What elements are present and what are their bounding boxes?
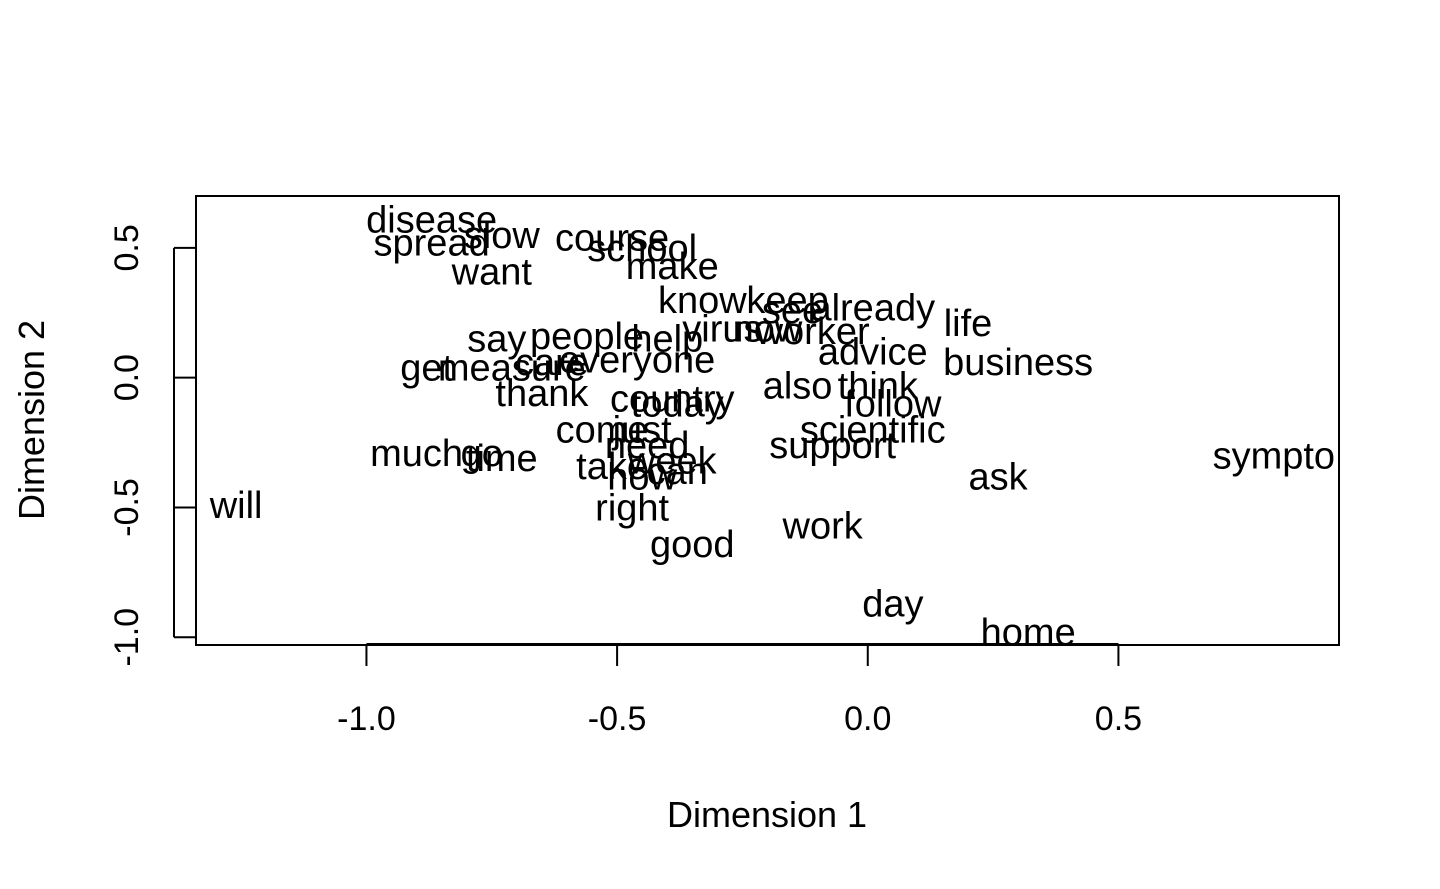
word-label: will: [209, 485, 263, 527]
word-label: think: [838, 365, 919, 407]
word-label: now: [733, 308, 803, 350]
x-tick-label: 0.5: [1095, 700, 1142, 738]
x-axis-title: Dimension 1: [667, 794, 867, 835]
word-label: sympto: [1213, 436, 1335, 478]
word-label: also: [763, 365, 833, 407]
word-label: everyone: [559, 340, 715, 382]
y-axis-title: Dimension 2: [11, 320, 52, 520]
word-label: worker: [755, 311, 870, 353]
word-label: course: [555, 218, 669, 260]
word-label: help: [631, 319, 703, 361]
word-label: today: [631, 384, 724, 426]
word-label: virus: [682, 308, 762, 350]
y-tick-label: 0.5: [108, 224, 146, 271]
word-label: support: [769, 425, 896, 467]
word-label: business: [943, 342, 1093, 384]
word-label: school: [587, 228, 697, 270]
word-label: keep: [746, 280, 828, 322]
y-tick-label: -0.5: [108, 478, 146, 537]
word-label: know: [658, 280, 747, 322]
word-label: ask: [969, 456, 1029, 498]
word-label: see: [762, 290, 823, 332]
word-label: come: [556, 410, 649, 452]
word-label: already: [810, 288, 935, 330]
word-label: people: [530, 316, 644, 358]
word-label: need: [605, 425, 690, 467]
word-label: care: [515, 342, 589, 384]
word-label: time: [466, 438, 538, 480]
word-label: right: [595, 487, 669, 529]
word-label: week: [627, 441, 718, 483]
word-label: follow: [844, 384, 942, 426]
word-label: country: [610, 378, 735, 420]
word-label: home: [981, 612, 1076, 654]
word-label: much: [370, 433, 463, 475]
word-label: good: [650, 524, 735, 566]
word-label: make: [626, 246, 719, 288]
word-label: advice: [818, 332, 928, 374]
y-tick-label: -1.0: [108, 608, 146, 667]
word-label: life: [944, 303, 993, 345]
word-label: scientific: [800, 410, 946, 452]
word-label: measure: [438, 347, 586, 389]
word-label: go: [461, 433, 503, 475]
word-label: disease: [366, 199, 497, 241]
word-label: take: [576, 446, 648, 488]
word-label: want: [451, 251, 533, 293]
word-label: can: [647, 451, 708, 493]
word-label: day: [862, 583, 923, 625]
x-tick-label: -0.5: [588, 700, 647, 738]
x-tick-label: 0.0: [844, 700, 891, 738]
word-label: spread: [374, 223, 490, 265]
x-tick-label: -1.0: [337, 700, 396, 738]
word-label: thank: [495, 373, 589, 415]
word-label: work: [782, 506, 864, 548]
y-axis: -1.0 -0.5 0.0 0.5: [108, 224, 196, 667]
plot-frame: [195, 195, 1340, 646]
word-label: slow: [464, 215, 541, 257]
y-tick-label: 0.0: [108, 354, 146, 401]
word-label: say: [467, 319, 526, 361]
x-axis: -1.0 -0.5 0.0 0.5: [337, 643, 1142, 738]
word-label: how: [607, 456, 677, 498]
word-label: get: [400, 347, 453, 389]
word-label: just: [612, 410, 673, 452]
